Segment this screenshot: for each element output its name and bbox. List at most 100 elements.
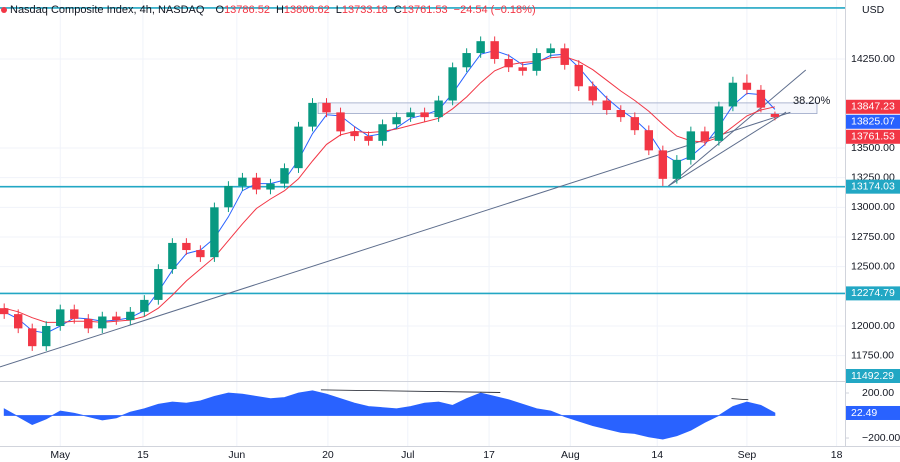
x-tick-label: Jun bbox=[228, 449, 245, 461]
candle-body bbox=[616, 110, 625, 118]
candle-body bbox=[714, 106, 724, 141]
oscillator-area bbox=[3, 390, 776, 440]
x-tick-label: 17 bbox=[483, 449, 495, 461]
y-tick-label: 13500.00 bbox=[851, 142, 895, 154]
candle-body bbox=[140, 299, 149, 312]
y-tick-label: 13000.00 bbox=[851, 201, 895, 213]
candle-body bbox=[770, 113, 780, 117]
candle-body bbox=[742, 82, 752, 90]
candle-body bbox=[336, 112, 345, 132]
x-tick-label: Jul bbox=[401, 449, 414, 461]
x-tick-label: 15 bbox=[137, 449, 149, 461]
candle-body bbox=[182, 242, 191, 251]
x-tick-label: 20 bbox=[322, 449, 334, 461]
x-tick-label: 14 bbox=[651, 449, 663, 461]
quote-value: 13806.62 bbox=[284, 4, 330, 16]
price-tag-label: 13761.53 bbox=[851, 131, 895, 143]
candle-body bbox=[14, 314, 23, 329]
x-tick-label: Aug bbox=[561, 449, 580, 461]
candle-body bbox=[756, 89, 766, 108]
oscillator-line bbox=[320, 389, 501, 393]
candle-body bbox=[238, 177, 247, 186]
quote-value: 13733.18 bbox=[342, 4, 388, 16]
trendline bbox=[668, 111, 787, 187]
quote-value: 13786.52 bbox=[224, 4, 270, 16]
candle-body bbox=[658, 150, 668, 179]
candle-body bbox=[686, 131, 696, 160]
price-tag-label: 11492.29 bbox=[851, 370, 894, 382]
candle-body bbox=[518, 67, 527, 71]
candle-body bbox=[560, 48, 569, 65]
fib-zone bbox=[317, 102, 818, 114]
candle-body bbox=[154, 269, 163, 300]
status-dot bbox=[1, 7, 7, 13]
candle-body bbox=[364, 136, 373, 141]
price-tag-label: 12274.79 bbox=[851, 287, 895, 299]
candle-body bbox=[728, 82, 738, 107]
candle-body bbox=[210, 207, 219, 258]
y-tick-label: 11750.00 bbox=[851, 349, 894, 361]
candle-body bbox=[196, 250, 205, 258]
y-tick-label: 12750.00 bbox=[851, 231, 895, 243]
candle-body bbox=[462, 53, 471, 68]
candle-body bbox=[504, 58, 513, 68]
candle-body bbox=[84, 318, 93, 329]
candle-body bbox=[630, 117, 640, 131]
candle-body bbox=[252, 177, 261, 190]
candle-body bbox=[532, 53, 541, 71]
y-tick-label: 14250.00 bbox=[851, 53, 895, 65]
axes: 14250.0013500.0013250.0013000.0012750.00… bbox=[50, 53, 900, 461]
candle-body bbox=[490, 41, 499, 59]
osc-tick-label: 200.00 bbox=[862, 387, 894, 399]
price-tag bbox=[846, 179, 900, 194]
y-tick-label: 12500.00 bbox=[851, 260, 895, 272]
price-tag-label: 13174.03 bbox=[851, 180, 895, 192]
quote-label: L bbox=[336, 4, 342, 16]
price-tag bbox=[846, 129, 900, 144]
y-tick-label: 12000.00 bbox=[851, 320, 895, 332]
candle-body bbox=[588, 86, 597, 101]
oscillator-pane bbox=[3, 389, 776, 440]
candle-body bbox=[70, 309, 79, 319]
candle-body bbox=[574, 64, 583, 87]
candle-body bbox=[434, 100, 443, 118]
symbol-title: Nasdaq Composite Index, 4h, NASDAQ bbox=[10, 4, 205, 16]
osc-tick-label: −200.00 bbox=[862, 432, 900, 444]
candle-body bbox=[112, 316, 121, 321]
candle-body bbox=[700, 131, 710, 141]
candle-body bbox=[224, 185, 233, 208]
candle-body bbox=[420, 112, 429, 118]
x-tick-label: Sep bbox=[738, 449, 757, 461]
candle-body bbox=[28, 328, 37, 347]
price-tag bbox=[846, 369, 900, 383]
quote-label: O bbox=[216, 4, 225, 16]
price-tag-label: 13847.23 bbox=[851, 101, 895, 113]
candle-body bbox=[0, 308, 9, 315]
candle-body bbox=[266, 183, 275, 190]
currency: USD bbox=[862, 4, 885, 16]
osc-tag-label: 22.49 bbox=[851, 407, 877, 419]
candle-body bbox=[350, 131, 359, 137]
candle-body bbox=[322, 102, 331, 113]
candle-body bbox=[280, 168, 289, 184]
price-tag-label: 13825.07 bbox=[851, 116, 895, 128]
quote-change: −24.54 (−0.18%) bbox=[454, 4, 536, 16]
candle-body bbox=[294, 126, 303, 169]
candle-body bbox=[602, 100, 611, 111]
candle-body bbox=[672, 159, 682, 179]
fib-label: 38.20% bbox=[793, 95, 831, 107]
header: Nasdaq Composite Index, 4h, NASDAQ O1378… bbox=[10, 4, 536, 16]
quote-label: H bbox=[276, 4, 284, 16]
price-tag bbox=[846, 114, 900, 129]
price-tag bbox=[846, 286, 900, 301]
quote-label: C bbox=[394, 4, 402, 16]
candle-body bbox=[308, 102, 317, 127]
candle-body bbox=[476, 41, 485, 54]
candle-body bbox=[42, 326, 51, 347]
candle-body bbox=[98, 316, 107, 329]
candle-body bbox=[546, 48, 555, 54]
candle-body bbox=[448, 67, 457, 101]
trendline bbox=[668, 69, 807, 187]
candle-body bbox=[126, 311, 135, 321]
